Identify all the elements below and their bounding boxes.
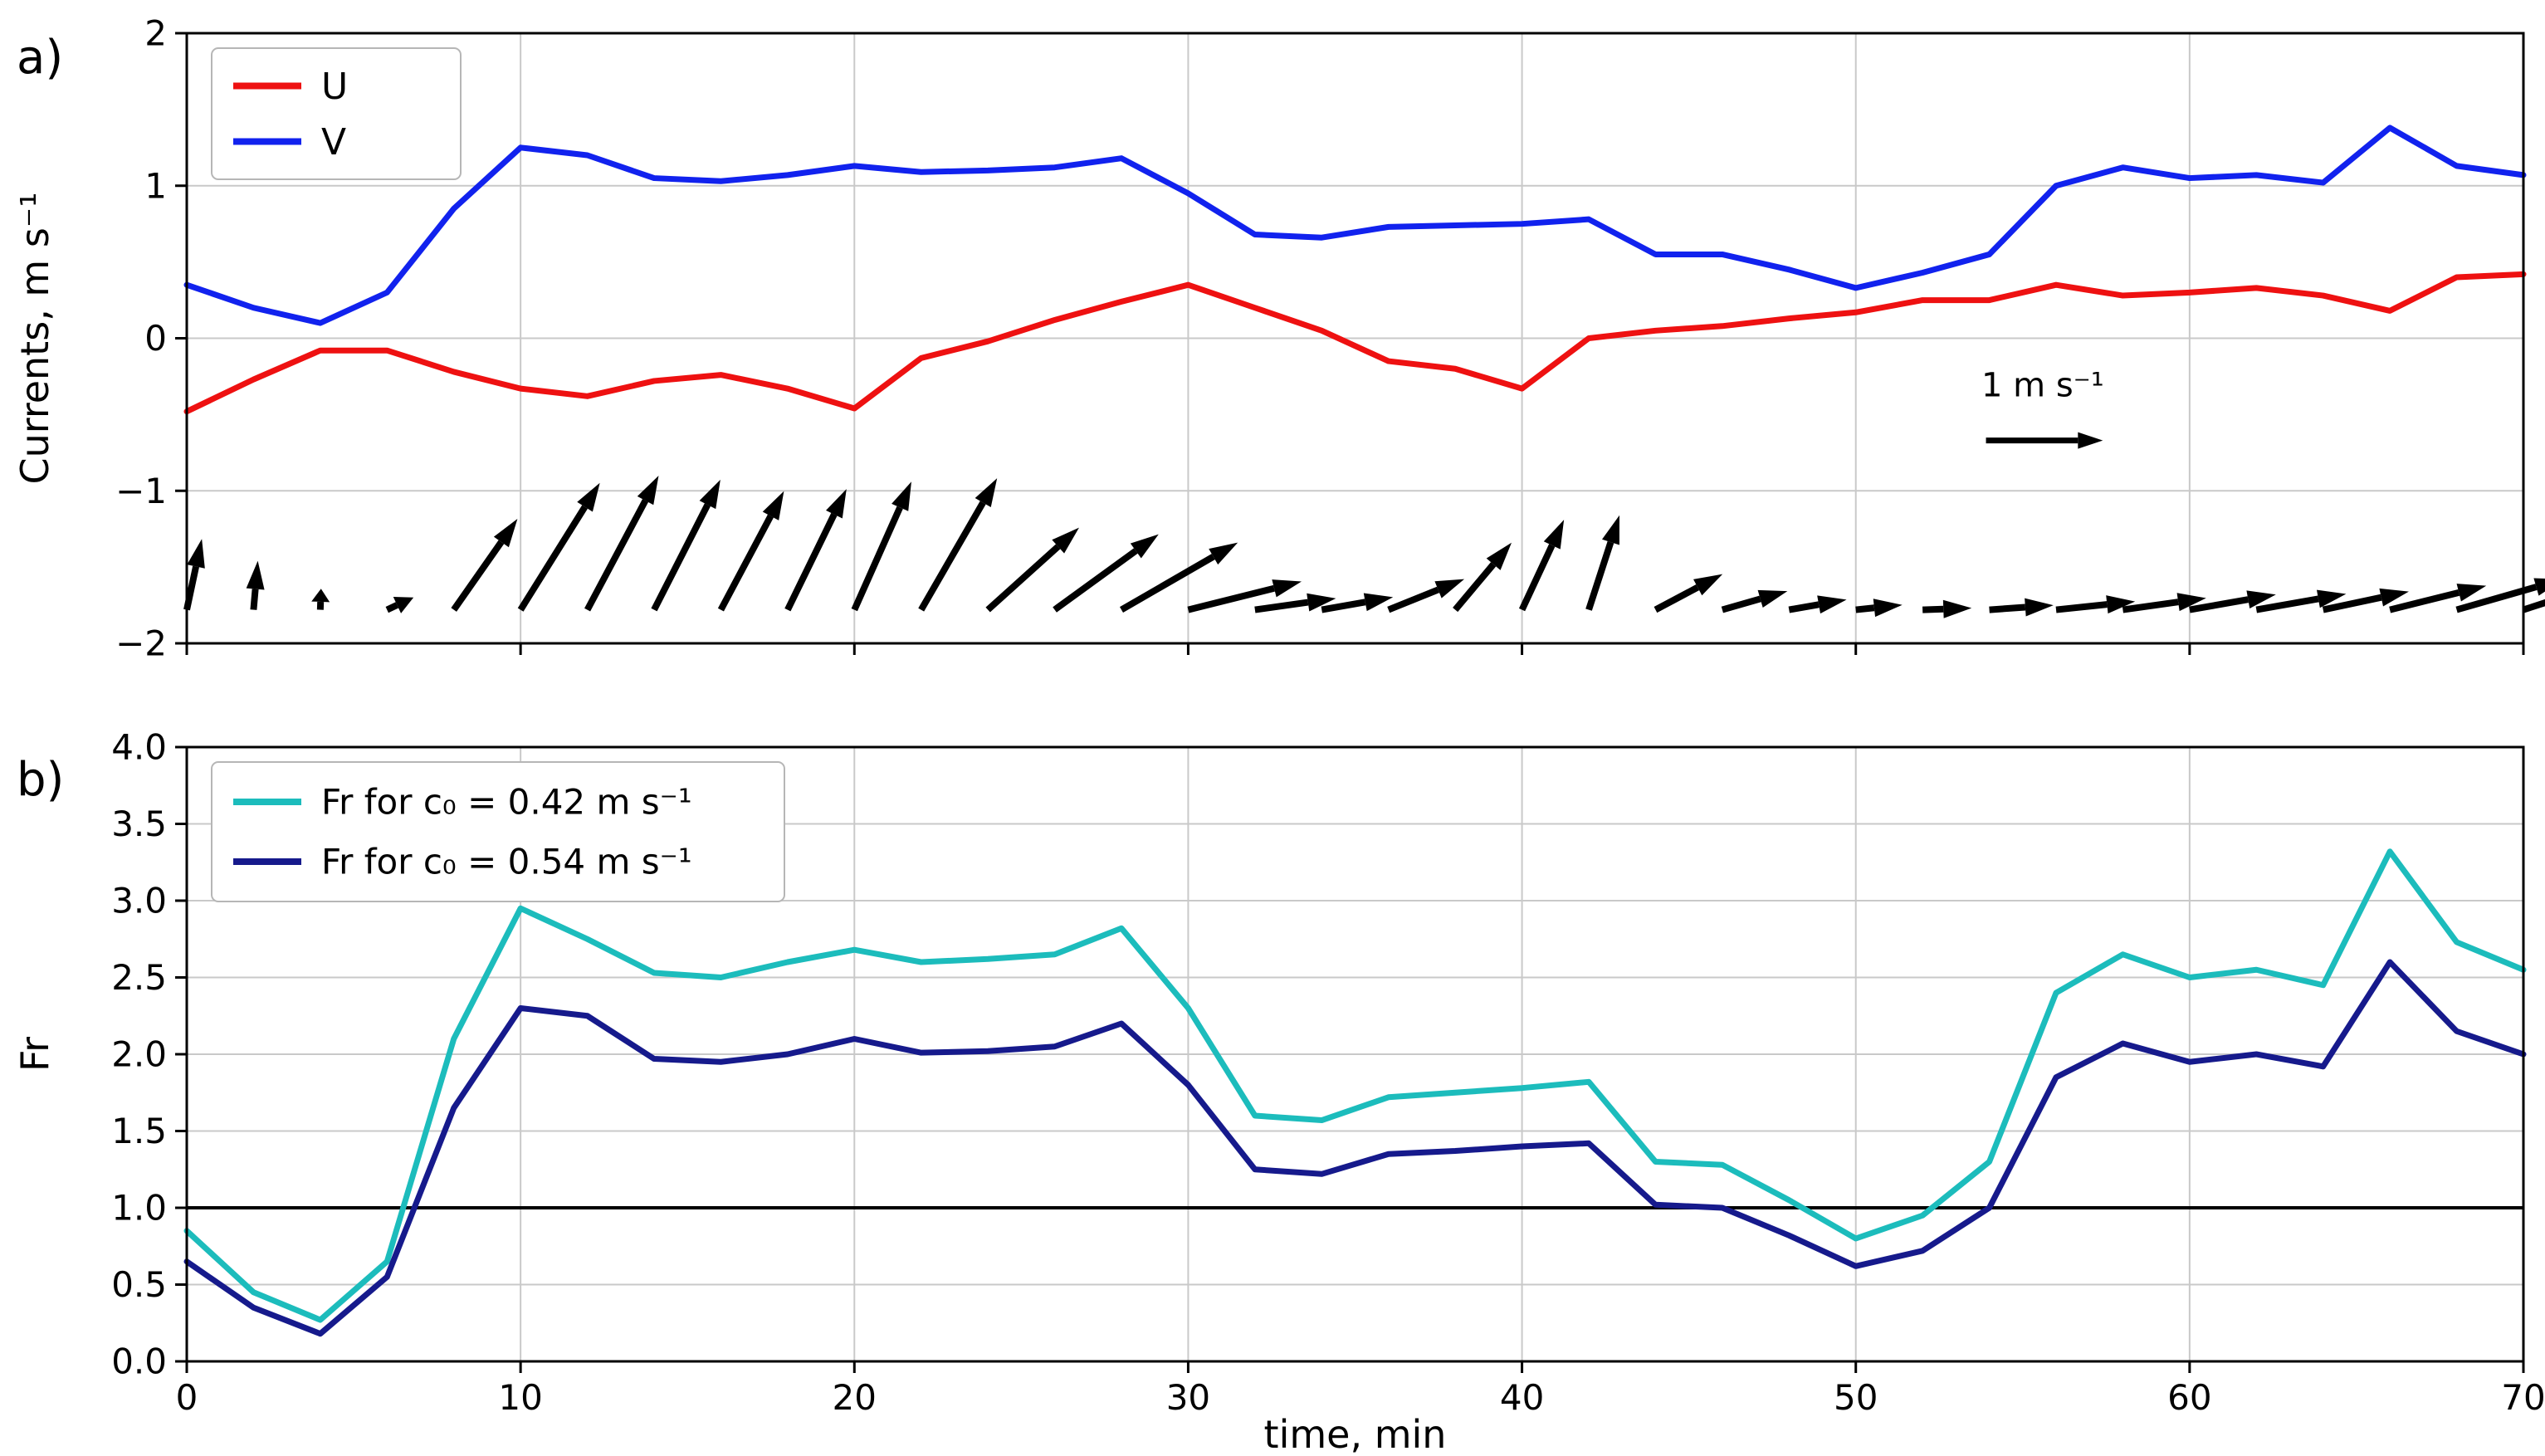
ylabel-a: Currents, m s⁻¹: [12, 192, 57, 484]
vector-arrow: [1989, 598, 2054, 617]
vector-arrow: [584, 476, 659, 612]
reference-arrow: 1 m s⁻¹: [1981, 366, 2104, 449]
vector-arrow: [2255, 589, 2347, 613]
legend-a: UV: [211, 47, 462, 180]
xtick-label: 0: [176, 1377, 198, 1418]
vector-arrow: [985, 527, 1079, 613]
ytick-label: 2: [144, 13, 167, 54]
vector-arrow: [717, 491, 784, 612]
vector-arrow: [517, 482, 600, 612]
reference-arrow-label: 1 m s⁻¹: [1981, 366, 2104, 404]
vector-arrow: [1855, 599, 1903, 618]
ytick-label: 1.5: [111, 1111, 167, 1151]
ytick-label: 2.5: [111, 957, 167, 998]
vector-arrow: [385, 596, 414, 613]
vector-arrow: [784, 489, 847, 612]
series-b-0: [183, 848, 2527, 1323]
vector-arrow: [2122, 593, 2206, 613]
ytick-label: 2.0: [111, 1034, 167, 1075]
panel-a: 1 m s⁻¹ 2 1 0 −1 −2 Currents, m s⁻¹: [12, 13, 2545, 664]
vector-arrow: [1788, 595, 1847, 614]
vector-arrow: [311, 589, 330, 610]
vector-arrow: [1654, 574, 1723, 613]
vector-arrow: [246, 560, 265, 610]
legend-a-label-0: U: [321, 66, 348, 108]
ylabel-b: Fr: [12, 1037, 57, 1072]
panel-label-a: a): [17, 31, 63, 85]
ticks-b: 0 10 20 30 40 50 60 70 4.0 3.5 3.0 2.5 2.0 1.5 1.0 0.5 0…: [111, 727, 2545, 1418]
vector-arrow: [2389, 584, 2487, 613]
vector-arrow: [651, 479, 721, 612]
ytick-label: 0.5: [111, 1264, 167, 1305]
xtick-label: 50: [1834, 1377, 1878, 1418]
xlabel: time, min: [1264, 1412, 1447, 1456]
ytick-label: 0.0: [111, 1341, 167, 1382]
series-a-1: [183, 125, 2527, 326]
xtick-label: 30: [1166, 1377, 1210, 1418]
vector-arrow: [1321, 593, 1394, 613]
xtick-label: 10: [498, 1377, 542, 1418]
legend-b-box: [211, 761, 785, 902]
ytick-label: 0: [144, 318, 167, 359]
vector-arrow: [1585, 515, 1619, 611]
current-vectors: [183, 476, 2545, 618]
xtick-label: 70: [2501, 1377, 2545, 1418]
grid-a: [186, 32, 2524, 644]
vector-arrow: [1453, 542, 1512, 613]
vector-arrow: [1387, 579, 1465, 613]
series-a-0: [183, 271, 2527, 415]
vector-arrow: [851, 481, 911, 612]
vector-arrow: [1518, 520, 1565, 612]
vector-arrow: [2322, 588, 2409, 613]
ytick-label: 3.5: [111, 804, 167, 844]
vector-arrow: [1922, 599, 1972, 618]
vector-arrow: [1254, 593, 1336, 613]
xtick-label: 40: [1500, 1377, 1544, 1418]
ytick-label: 1: [144, 165, 167, 206]
ytick-label: 4.0: [111, 727, 167, 768]
vector-arrow: [1053, 534, 1159, 613]
ytick-label: −1: [115, 471, 167, 511]
vector-arrow: [2189, 590, 2276, 613]
reference-arrow-glyph: [1986, 432, 2103, 449]
xtick-label: 60: [2167, 1377, 2211, 1418]
vector-arrow: [1721, 589, 1788, 613]
vector-arrow: [2055, 595, 2136, 614]
ytick-label: 1.0: [111, 1188, 167, 1229]
legend-b: Fr for c₀ = 0.42 m s⁻¹ Fr for c₀ = 0.54 m…: [211, 761, 785, 902]
vector-arrow: [1187, 579, 1302, 613]
vector-arrow: [1119, 542, 1238, 613]
legend-a-label-1: V: [321, 121, 346, 164]
series-b-1: [183, 959, 2527, 1337]
vector-arrow: [183, 539, 205, 611]
vector-arrow: [2522, 599, 2545, 613]
legend-a-box: [211, 47, 462, 180]
ytick-label: 3.0: [111, 881, 167, 921]
xtick-label: 20: [833, 1377, 877, 1418]
legend-b-label-0: Fr for c₀ = 0.42 m s⁻¹: [321, 782, 692, 823]
panel-b: 0 10 20 30 40 50 60 70 4.0 3.5 3.0 2.5 2.0 1.5 1.0 0.5 0…: [12, 727, 2545, 1456]
ticks-a: 2 1 0 −1 −2: [115, 13, 2525, 664]
panel-label-b: b): [17, 753, 64, 807]
vector-arrow: [918, 478, 998, 612]
ytick-label: −2: [115, 623, 167, 664]
legend-b-label-1: Fr for c₀ = 0.54 m s⁻¹: [321, 842, 692, 882]
vector-arrow: [451, 519, 518, 612]
